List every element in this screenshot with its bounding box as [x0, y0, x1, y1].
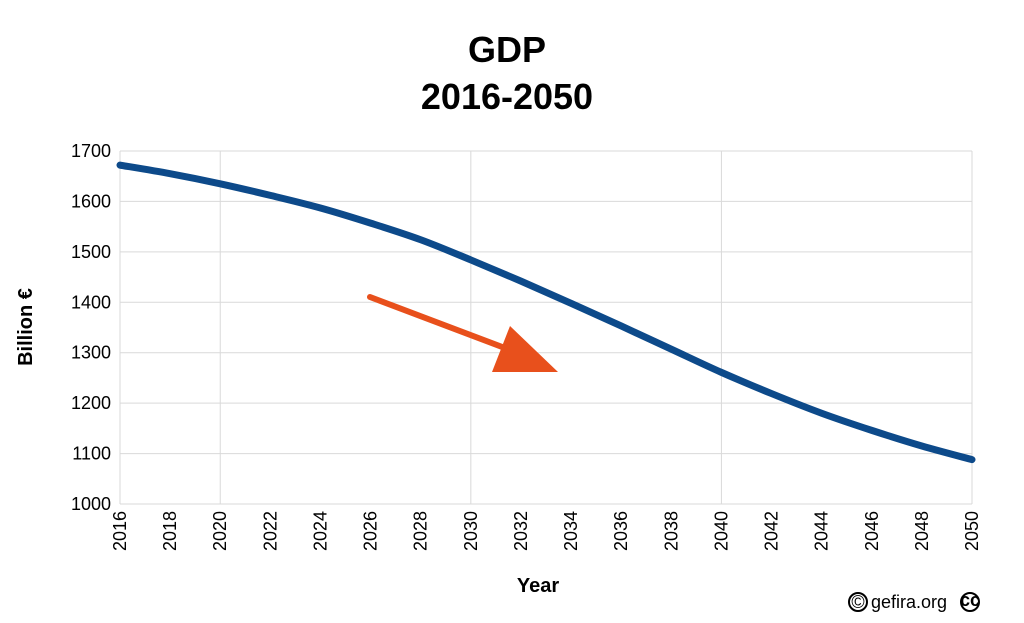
x-tick-label: 2024	[310, 511, 330, 551]
trend-arrow-shaft	[367, 294, 521, 356]
x-tick-label: 2018	[160, 511, 180, 551]
credit: © gefira.org cc	[848, 590, 980, 612]
x-tick-label: 2046	[862, 511, 882, 551]
x-tick-label: 2028	[411, 511, 431, 551]
x-tick-label: 2040	[711, 511, 731, 551]
gdp-series-line	[116, 161, 976, 464]
credit-text: gefira.org	[871, 592, 947, 612]
series-layer	[116, 161, 976, 464]
x-tick-label: 2048	[912, 511, 932, 551]
y-tick-label: 1600	[71, 191, 111, 211]
x-tick-label: 2022	[260, 511, 280, 551]
license-symbol: cc	[960, 590, 980, 610]
y-tick-label: 1400	[71, 292, 111, 312]
x-tick-label: 2050	[962, 511, 982, 551]
gridlines	[119, 150, 973, 505]
y-tick-label: 1700	[71, 141, 111, 161]
y-axis-ticks: 1000 1100 1200 1300 1400 1500 1600 1700	[71, 141, 111, 514]
x-tick-label: 2042	[762, 511, 782, 551]
y-tick-label: 1100	[72, 444, 111, 464]
x-tick-label: 2016	[110, 511, 130, 551]
x-tick-label: 2030	[461, 511, 481, 551]
trend-arrow-head	[492, 326, 558, 372]
copyright-icon	[848, 592, 868, 612]
y-tick-label: 1500	[71, 242, 111, 262]
y-tick-label: 1300	[71, 343, 111, 363]
x-tick-label: 2038	[661, 511, 681, 551]
x-tick-label: 2032	[511, 511, 531, 551]
y-axis-label: Billion €	[15, 288, 37, 366]
creative-commons-icon	[960, 592, 980, 612]
chart-subtitle: 2016-2050	[421, 76, 593, 117]
x-axis-ticks: 2016 2018 2020 2022 2024 2026 2028 2030 2032 2034…	[110, 511, 982, 551]
x-tick-label: 2026	[361, 511, 381, 551]
x-tick-label: 2036	[611, 511, 631, 551]
x-tick-label: 2044	[812, 511, 832, 551]
trend-arrow	[367, 294, 558, 372]
x-tick-label: 2020	[210, 511, 230, 551]
y-tick-label: 1000	[71, 494, 111, 514]
y-tick-label: 1200	[71, 393, 111, 413]
copyright-symbol: ©	[851, 592, 864, 612]
x-axis-label: Year	[517, 575, 559, 597]
x-tick-label: 2034	[561, 511, 581, 551]
chart-title: GDP	[468, 29, 546, 70]
